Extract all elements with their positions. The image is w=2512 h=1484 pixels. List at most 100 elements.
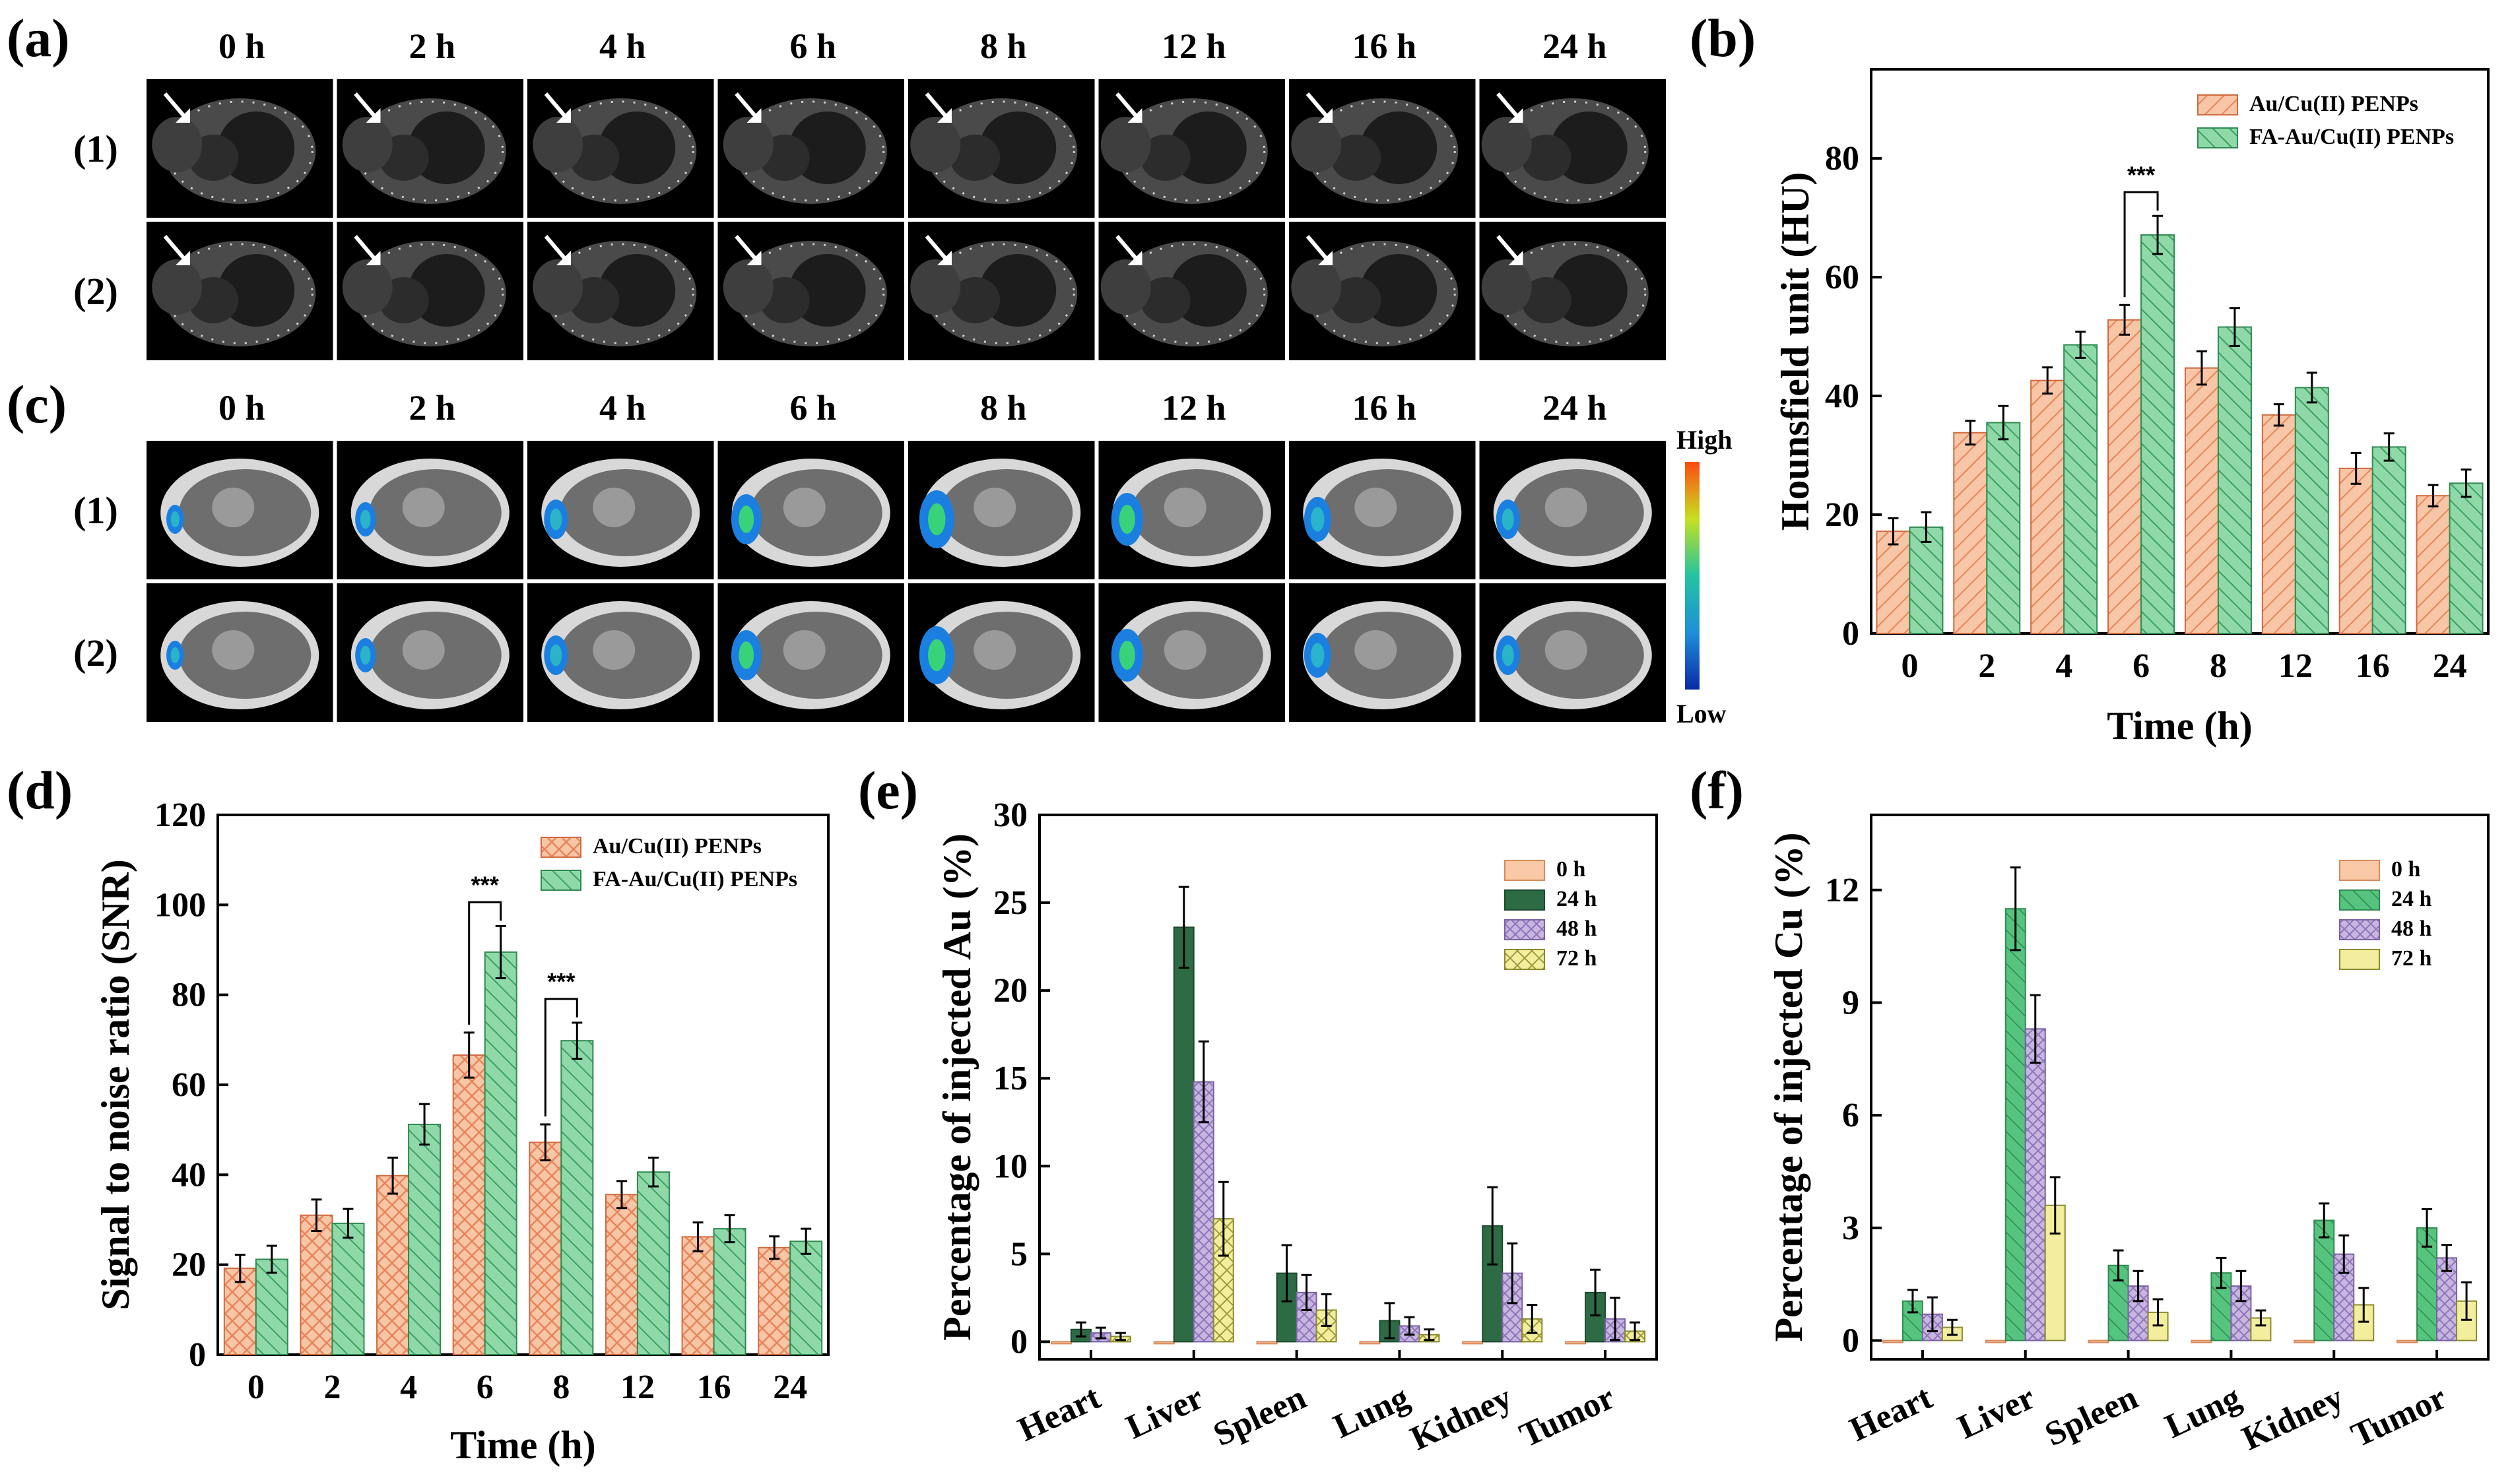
x-tick-label: Tumor bbox=[1514, 1378, 1620, 1455]
bar bbox=[560, 1040, 594, 1355]
ct-ribs bbox=[1499, 243, 1647, 344]
time-label-6: 16 h bbox=[1352, 388, 1416, 428]
scan-image bbox=[908, 222, 1095, 360]
x-tick-label: Liver bbox=[1952, 1378, 2041, 1446]
mr-heart bbox=[402, 630, 445, 670]
time-label-2: 4 h bbox=[599, 388, 646, 428]
y-tick-label: 3 bbox=[1842, 1210, 1859, 1247]
colorbar: High Low bbox=[1676, 425, 1732, 728]
time-label-1: 2 h bbox=[409, 26, 455, 66]
bracket-line bbox=[468, 901, 502, 1025]
scan-image bbox=[337, 441, 523, 579]
scan-image bbox=[1098, 222, 1285, 360]
mr-heart bbox=[783, 630, 826, 670]
y-tick-label: 0 bbox=[1010, 1323, 1028, 1361]
legend-swatch bbox=[2339, 919, 2380, 940]
ct-cavity bbox=[1521, 277, 1571, 323]
y-axis-label: Signal to noise ratio (SNR) bbox=[94, 859, 137, 1310]
ct-tumor bbox=[1481, 117, 1532, 172]
ct-ribs bbox=[737, 100, 885, 202]
y-tick-label: 0 bbox=[1842, 615, 1859, 653]
bar bbox=[2371, 446, 2406, 635]
ct-cavity bbox=[979, 112, 1057, 184]
ct-tumor bbox=[1291, 117, 1342, 172]
ct-ribs bbox=[927, 100, 1075, 202]
legend: Au/Cu(II) PENPs FA-Au/Cu(II) PENPs bbox=[2197, 92, 2454, 149]
ct-ribs bbox=[1118, 243, 1266, 344]
x-tick-label: 4 bbox=[400, 1369, 417, 1406]
legend-swatch bbox=[541, 837, 581, 858]
ct-ribs bbox=[1308, 100, 1456, 202]
ct-cavity bbox=[1140, 277, 1191, 323]
scan-image bbox=[1289, 222, 1476, 360]
plot-frame bbox=[1038, 814, 1658, 1361]
scan-image bbox=[908, 441, 1095, 579]
colorbar-low-label: Low bbox=[1676, 699, 1727, 728]
x-tick-label: 16 bbox=[2356, 647, 2390, 685]
mr-tumor-core bbox=[928, 639, 946, 672]
ct-cavity bbox=[1360, 254, 1438, 327]
mr-tumor-core bbox=[1502, 644, 1514, 666]
bar bbox=[1359, 1341, 1381, 1345]
bar bbox=[2063, 344, 2098, 634]
legend-label: FA-Au/Cu(II) PENPs bbox=[2249, 125, 2454, 149]
scan-image bbox=[527, 441, 714, 579]
x-tick-label: 8 bbox=[2210, 647, 2227, 685]
scan-image bbox=[147, 441, 333, 579]
bar bbox=[2107, 319, 2142, 634]
bar bbox=[2140, 234, 2175, 635]
x-tick-label: 6 bbox=[2132, 647, 2150, 685]
mr-heart bbox=[1164, 630, 1206, 670]
x-tick-label: 4 bbox=[2055, 647, 2072, 685]
bar bbox=[1173, 926, 1195, 1343]
scan-image bbox=[717, 79, 904, 218]
scan-image bbox=[1479, 441, 1666, 579]
legend: 0 h 24 h 48 h 72 h bbox=[1504, 857, 1597, 971]
ct-ribs bbox=[546, 100, 694, 202]
bar bbox=[376, 1175, 410, 1355]
scan-image bbox=[1479, 583, 1666, 722]
scan-image bbox=[337, 79, 523, 218]
ct-cavity bbox=[1170, 112, 1247, 184]
significance-stars: *** bbox=[2127, 161, 2155, 188]
scan-image bbox=[1098, 79, 1285, 218]
mr-tumor-core bbox=[170, 511, 180, 528]
legend-swatch bbox=[1504, 860, 1545, 881]
x-tick-label: Kidney bbox=[2237, 1378, 2350, 1458]
y-tick-label: 0 bbox=[189, 1336, 206, 1374]
x-tick-label: Spleen bbox=[2039, 1378, 2144, 1454]
bar bbox=[713, 1228, 746, 1355]
bar bbox=[636, 1171, 670, 1355]
scan-image bbox=[1289, 441, 1476, 579]
scan-image bbox=[717, 222, 904, 360]
scan-image bbox=[908, 79, 1095, 218]
bar bbox=[331, 1222, 365, 1356]
arrow-head-icon bbox=[556, 108, 571, 123]
bar bbox=[2088, 1339, 2109, 1343]
mr-image-grid: 0 h 2 h 4 h 6 h 8 h 12 h 16 h 24 h (1) (2) bbox=[73, 388, 1666, 722]
mr-heart bbox=[593, 630, 636, 670]
scan-image bbox=[1098, 441, 1285, 579]
x-tick-label: 0 bbox=[248, 1369, 265, 1406]
legend-label: 72 h bbox=[2391, 946, 2432, 971]
y-tick-label: 30 bbox=[993, 796, 1028, 834]
bar bbox=[789, 1241, 823, 1355]
x-tick-label: Heart bbox=[1844, 1378, 1938, 1449]
x-tick-label: 16 bbox=[697, 1369, 731, 1406]
x-tick-label: Kidney bbox=[1405, 1378, 1518, 1458]
mr-heart bbox=[1544, 630, 1587, 670]
significance-stars: *** bbox=[547, 968, 575, 995]
legend-label: FA-Au/Cu(II) PENPs bbox=[593, 867, 797, 891]
legend-swatch bbox=[2339, 949, 2380, 970]
bracket-line bbox=[544, 998, 578, 1116]
colorbar-high-label: High bbox=[1676, 425, 1732, 455]
colorbar-gradient bbox=[1685, 462, 1700, 690]
legend-label: Au/Cu(II) PENPs bbox=[593, 834, 762, 858]
arrow-head-icon bbox=[1127, 108, 1142, 123]
mr-tumor-core bbox=[360, 509, 371, 529]
mr-heart bbox=[974, 630, 1016, 670]
